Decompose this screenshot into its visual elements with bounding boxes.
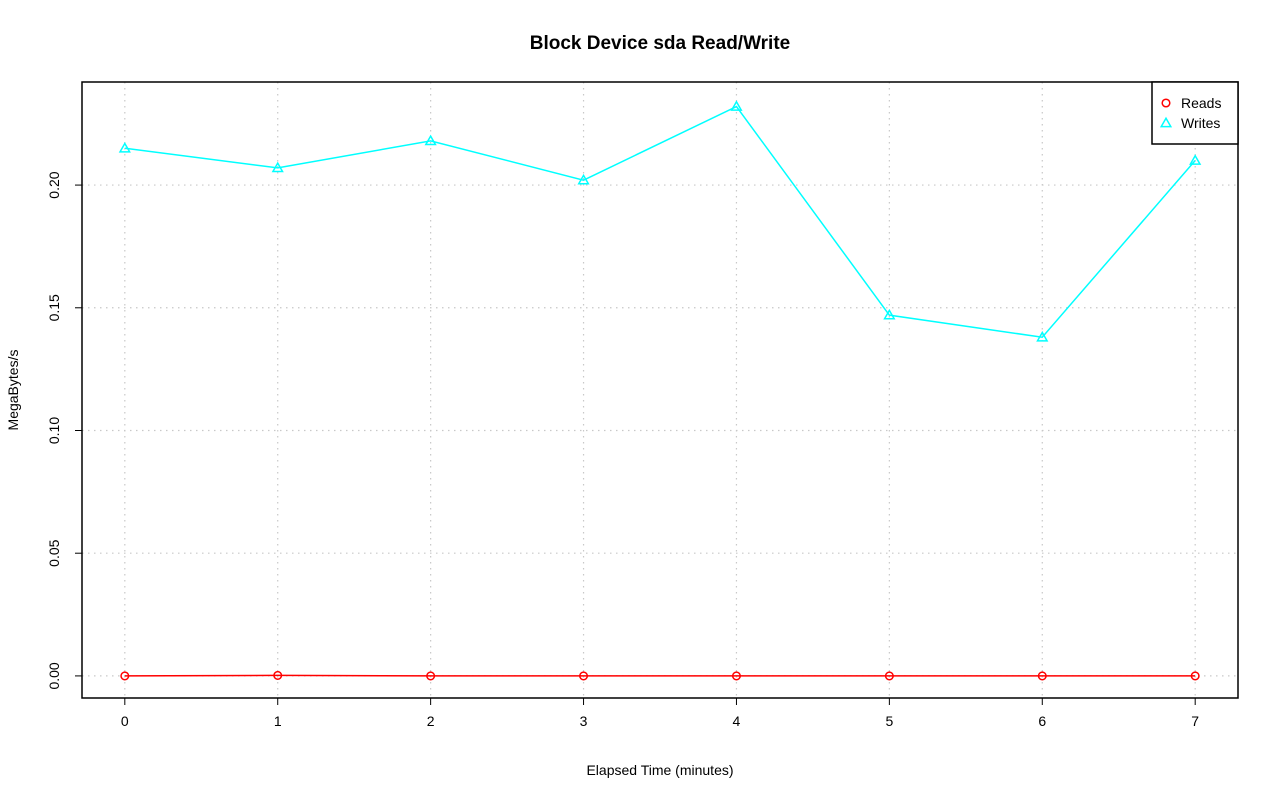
series-layer [118, 100, 1202, 681]
chart-title: Block Device sda Read/Write [530, 33, 790, 54]
writes-point [883, 308, 896, 320]
legend-box [1151, 81, 1239, 145]
writes-point [730, 100, 743, 111]
reads-point [426, 671, 436, 681]
reads-point [578, 671, 589, 681]
reads-point [884, 671, 894, 681]
axis-layer: 0 1 2 3 4 5 6 7 0.00 0.05 0.10 0.15 0.20 [46, 171, 1199, 729]
legend-marker-writes [1159, 116, 1173, 128]
legend-label-writes: Writes [1181, 115, 1220, 131]
series-writes [118, 100, 1202, 342]
writes-point [118, 141, 131, 153]
y-tick-label: 0.20 [46, 171, 62, 198]
x-tick-label: 4 [733, 713, 741, 729]
reads-point [273, 670, 283, 680]
legend-marker-reads [1161, 98, 1171, 108]
y-tick-label: 0.15 [46, 294, 62, 321]
x-tick-label: 7 [1191, 713, 1199, 729]
writes-point [1036, 330, 1049, 342]
reads-point [1190, 671, 1200, 681]
x-axis-title: Elapsed Time (minutes) [586, 762, 733, 778]
y-axis-title: MegaBytes/s [5, 350, 21, 431]
legend: Reads Writes [1151, 81, 1239, 145]
y-tick-label: 0.05 [46, 539, 62, 566]
x-tick-label: 2 [427, 713, 435, 729]
writes-line [124, 105, 1196, 339]
writes-point [271, 161, 284, 173]
reads-point [1037, 671, 1047, 681]
x-tick-label: 6 [1038, 713, 1046, 729]
x-tick-label: 5 [885, 713, 893, 729]
grid-layer [82, 82, 1238, 698]
legend-label-reads: Reads [1181, 95, 1221, 111]
x-tick-label: 3 [580, 713, 588, 729]
writes-point [424, 134, 437, 146]
writes-point [1189, 154, 1202, 165]
writes-point [577, 173, 590, 185]
reads-point [120, 671, 130, 681]
plot-frame [81, 81, 1239, 699]
series-reads [120, 670, 1200, 681]
y-tick-label: 0.00 [46, 662, 62, 689]
y-tick-label: 0.10 [46, 417, 62, 444]
x-tick-label: 0 [121, 713, 129, 729]
x-tick-label: 1 [274, 713, 282, 729]
reads-point [731, 671, 742, 681]
